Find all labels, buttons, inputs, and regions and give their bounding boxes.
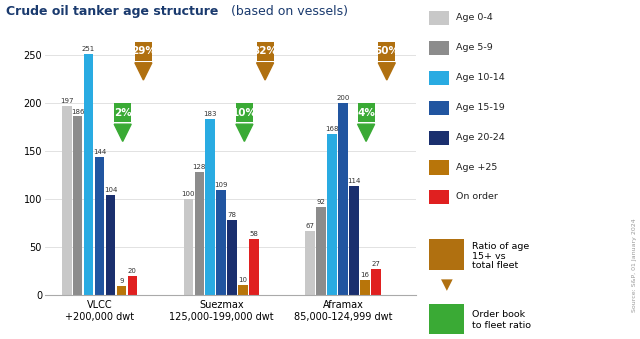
Bar bbox=[95, 157, 104, 295]
Bar bbox=[360, 280, 370, 295]
Text: 20: 20 bbox=[128, 268, 137, 274]
Text: 92: 92 bbox=[317, 199, 326, 205]
Text: 104: 104 bbox=[104, 187, 117, 193]
Text: 32%: 32% bbox=[253, 46, 278, 56]
Polygon shape bbox=[236, 124, 253, 141]
Bar bbox=[106, 195, 115, 295]
Bar bbox=[84, 54, 93, 295]
Text: 27: 27 bbox=[371, 261, 380, 267]
Bar bbox=[127, 276, 137, 295]
Bar bbox=[327, 134, 337, 295]
Text: 200: 200 bbox=[336, 95, 349, 101]
Bar bbox=[338, 103, 348, 295]
Bar bbox=[238, 285, 248, 295]
Bar bbox=[236, 103, 253, 122]
Text: 58: 58 bbox=[250, 231, 259, 237]
Bar bbox=[184, 199, 193, 295]
Bar bbox=[73, 117, 83, 295]
Text: 67: 67 bbox=[306, 223, 315, 229]
Text: Age 20-24: Age 20-24 bbox=[456, 133, 504, 142]
Text: 128: 128 bbox=[193, 164, 206, 170]
Bar bbox=[378, 42, 396, 61]
Text: 114: 114 bbox=[348, 178, 360, 184]
Polygon shape bbox=[114, 124, 131, 141]
Text: Source: S&P, 01 January 2024: Source: S&P, 01 January 2024 bbox=[632, 218, 637, 312]
Bar bbox=[205, 119, 215, 295]
Text: 50%: 50% bbox=[374, 46, 399, 56]
Text: 9: 9 bbox=[119, 278, 124, 284]
Text: Crude oil tanker age structure: Crude oil tanker age structure bbox=[6, 5, 219, 18]
Text: to fleet ratio: to fleet ratio bbox=[472, 321, 531, 330]
Text: Age 15-19: Age 15-19 bbox=[456, 103, 504, 112]
Bar bbox=[216, 191, 226, 295]
Text: 10%: 10% bbox=[232, 108, 257, 118]
Text: 10: 10 bbox=[239, 277, 248, 283]
Text: total fleet: total fleet bbox=[472, 261, 518, 270]
Polygon shape bbox=[378, 63, 396, 80]
Polygon shape bbox=[135, 63, 152, 80]
Text: 144: 144 bbox=[93, 149, 106, 155]
Bar bbox=[227, 220, 237, 295]
Text: 109: 109 bbox=[214, 182, 228, 188]
Text: 15+ vs: 15+ vs bbox=[472, 252, 506, 261]
Text: ▼: ▼ bbox=[440, 278, 452, 293]
Text: Ratio of age: Ratio of age bbox=[472, 242, 529, 252]
Text: 168: 168 bbox=[325, 126, 339, 132]
Text: Age +25: Age +25 bbox=[456, 163, 497, 172]
Bar bbox=[62, 106, 72, 295]
Bar bbox=[305, 231, 315, 295]
Text: 183: 183 bbox=[204, 112, 217, 117]
Text: 29%: 29% bbox=[131, 46, 156, 56]
Text: Order book: Order book bbox=[472, 310, 525, 319]
Polygon shape bbox=[358, 124, 374, 141]
Text: Age 0-4: Age 0-4 bbox=[456, 14, 492, 22]
Text: On order: On order bbox=[456, 193, 497, 201]
Bar bbox=[135, 42, 152, 61]
Bar bbox=[371, 269, 381, 295]
Text: 186: 186 bbox=[71, 108, 84, 115]
Text: 197: 197 bbox=[60, 98, 74, 104]
Text: Age 10-14: Age 10-14 bbox=[456, 73, 504, 82]
Text: 2%: 2% bbox=[114, 108, 132, 118]
Polygon shape bbox=[257, 63, 274, 80]
Bar bbox=[349, 185, 359, 295]
Text: 100: 100 bbox=[182, 191, 195, 197]
Text: 4%: 4% bbox=[357, 108, 375, 118]
Bar bbox=[114, 103, 131, 122]
Bar bbox=[116, 286, 126, 295]
Text: (based on vessels): (based on vessels) bbox=[227, 5, 348, 18]
Text: Age 5-9: Age 5-9 bbox=[456, 43, 492, 52]
Bar bbox=[316, 207, 326, 295]
Bar bbox=[257, 42, 274, 61]
Text: 251: 251 bbox=[82, 46, 95, 52]
Text: 78: 78 bbox=[228, 212, 237, 218]
Bar bbox=[250, 239, 259, 295]
Text: 16: 16 bbox=[360, 272, 369, 278]
Text: %: % bbox=[441, 314, 452, 324]
Text: %: % bbox=[441, 250, 452, 260]
Bar bbox=[358, 103, 374, 122]
Bar bbox=[195, 172, 204, 295]
